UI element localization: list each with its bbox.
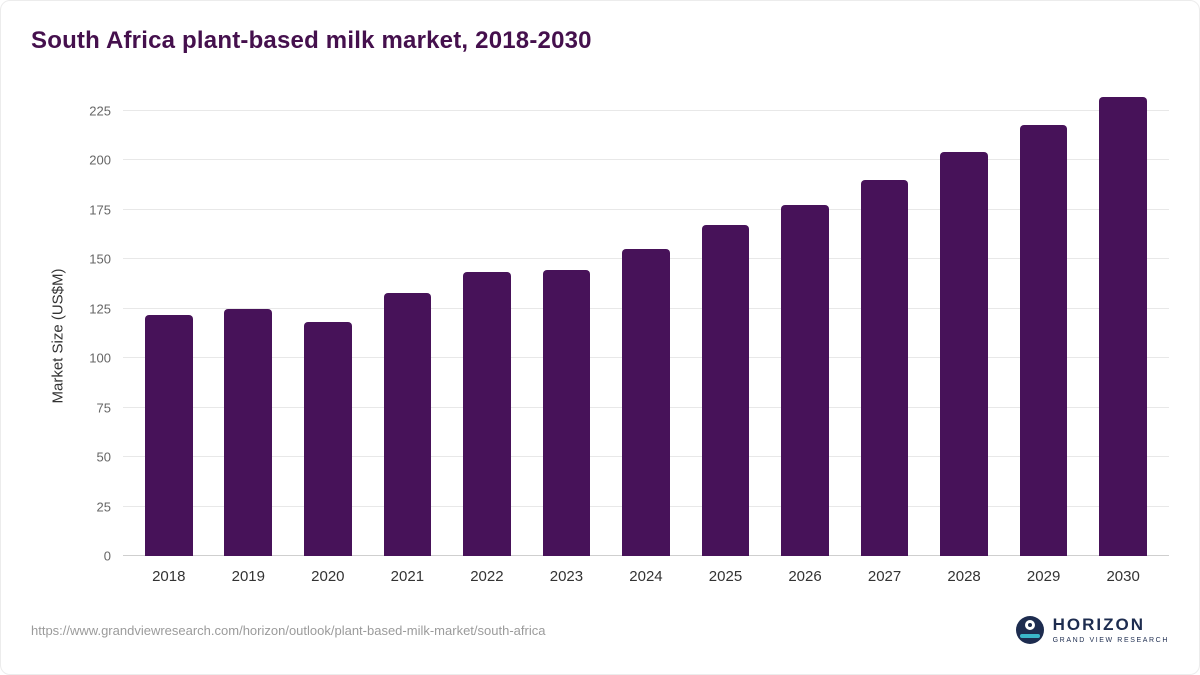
- bar-2028: [940, 152, 988, 556]
- bar-2020: [303, 322, 352, 556]
- bar-2025: [701, 225, 750, 556]
- gridline: [123, 159, 1169, 161]
- bar-2022: [463, 272, 511, 556]
- bar-cell: [209, 81, 289, 556]
- bar-cell: [447, 81, 527, 556]
- bar-cell: [1083, 81, 1163, 556]
- y-axis-tick-label: 75: [96, 400, 111, 416]
- logo-ring-shape: [1024, 620, 1035, 630]
- y-axis-tick-label: 100: [89, 350, 111, 366]
- x-axis-label-2025: 2025: [708, 568, 743, 585]
- x-axis-label-2020: 2020: [311, 568, 345, 585]
- x-axis-label-2026: 2026: [788, 568, 822, 585]
- footer: https://www.grandviewresearch.com/horizo…: [31, 604, 1169, 656]
- horizon-logo-icon: [1015, 616, 1044, 644]
- bar-2019: [224, 308, 273, 556]
- bar-2029: [1019, 124, 1068, 556]
- plot-area: 0 25 50 75 100 125 150 175 200 225: [89, 81, 1169, 564]
- y-axis-tick-label: 50: [96, 449, 111, 465]
- gridline: [123, 208, 1169, 210]
- y-axis: Market Size (US$M): [31, 81, 67, 590]
- y-axis-tick-label: 175: [89, 202, 111, 218]
- y-axis-title: Market Size (US$M): [49, 267, 67, 404]
- bars-container: [123, 81, 1169, 556]
- bar-2026: [781, 204, 829, 556]
- x-axis-label-2024: 2024: [629, 568, 663, 585]
- bar-2018: [144, 314, 193, 556]
- horizon-logo: HORIZON GRAND VIEW RESEARCH: [1015, 614, 1169, 644]
- x-axis-label-2023: 2023: [549, 568, 584, 585]
- y-axis-tick-label: 225: [89, 103, 111, 119]
- x-axis-label-2021: 2021: [390, 568, 425, 585]
- gridline: [123, 109, 1169, 111]
- y-axis-tick-label: 25: [96, 499, 111, 515]
- bar-cell: [288, 81, 368, 556]
- y-axis-tick-label: 0: [103, 548, 111, 564]
- bar-cell: [1004, 81, 1084, 556]
- page-title: South Africa plant-based milk market, 20…: [31, 27, 592, 54]
- x-axis-labels: 2018 2019 2020 2021 2022 2023 2024 2025 2026 2027…: [123, 556, 1169, 590]
- source-url: https://www.grandviewresearch.com/horizo…: [31, 622, 546, 638]
- bar-cell: [765, 81, 845, 556]
- bar-cell: [129, 81, 209, 556]
- bar-cell: [686, 81, 766, 556]
- bar-2023: [542, 270, 591, 556]
- bar-cell: [368, 81, 448, 556]
- bar-2030: [1099, 96, 1147, 556]
- bar-2021: [383, 292, 432, 556]
- bar-cell: [924, 81, 1004, 556]
- x-axis-label-2018: 2018: [152, 568, 186, 585]
- bar-cell: [606, 81, 686, 556]
- bar-2027: [860, 179, 909, 556]
- x-axis-label-2028: 2028: [947, 568, 981, 585]
- logo-subtitle: GRAND VIEW RESEARCH: [1052, 636, 1169, 644]
- logo-text: HORIZON GRAND VIEW RESEARCH: [1052, 614, 1169, 644]
- y-axis-tick-label: 150: [89, 251, 111, 267]
- bar-chart: Market Size (US$M) 0 25 50 75 100 125 150 175 20…: [31, 81, 1169, 590]
- logo-title: HORIZON: [1052, 614, 1146, 634]
- x-axis-label-2029: 2029: [1026, 568, 1061, 585]
- bar-cell: [845, 81, 925, 556]
- x-axis-label-2022: 2022: [470, 568, 504, 585]
- bar-2024: [622, 249, 670, 556]
- x-axis-label-2027: 2027: [867, 568, 902, 585]
- x-axis-label-2030: 2030: [1106, 568, 1140, 585]
- plot-column: 0 25 50 75 100 125 150 175 200 225 2018 2019 2020 20…: [65, 81, 1169, 590]
- x-axis-label-2019: 2019: [231, 568, 265, 585]
- logo-stripe-shape: [1019, 634, 1040, 638]
- y-axis-tick-label: 125: [89, 301, 111, 317]
- y-axis-tick-label: 200: [89, 152, 111, 168]
- bar-cell: [527, 81, 607, 556]
